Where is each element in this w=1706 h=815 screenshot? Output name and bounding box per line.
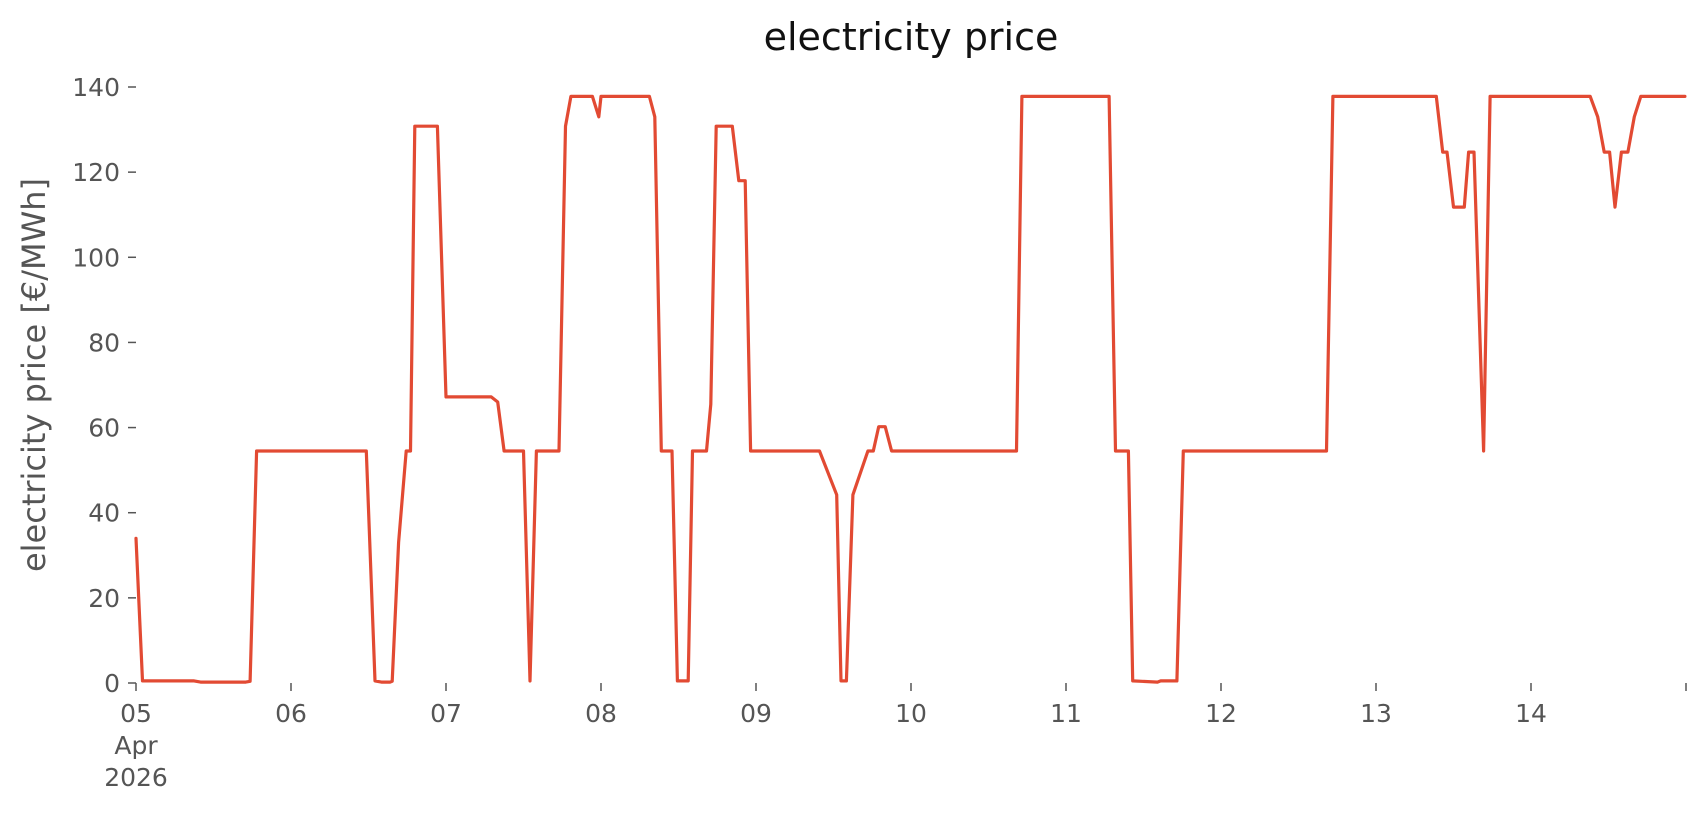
- plot-area: [134, 94, 1687, 684]
- x-tick-label: 06: [275, 699, 307, 728]
- x-tick-label: 08: [585, 699, 617, 728]
- x-tick-label: 13: [1360, 699, 1392, 728]
- price-series-line: [134, 94, 1687, 684]
- y-tick-label: 100: [72, 243, 120, 272]
- y-axis: 0 20 40 60 80 100 120 140: [72, 73, 136, 698]
- x-tick-label: 05: [120, 699, 152, 728]
- x-tick-label: 11: [1050, 699, 1082, 728]
- y-tick-label: 0: [104, 669, 120, 698]
- x-tick-label: 09: [740, 699, 772, 728]
- y-tick-label: 40: [88, 499, 120, 528]
- x-tick-label: 2026: [104, 763, 168, 792]
- x-tick-label: Apr: [114, 731, 158, 760]
- y-tick-label: 80: [88, 328, 120, 357]
- x-axis: 05 Apr 2026 06 07 08 09 10 11 12 13 14: [104, 683, 1687, 792]
- x-tick-label: 12: [1205, 699, 1237, 728]
- x-tick-label: 14: [1515, 699, 1547, 728]
- x-tick-label: 10: [895, 699, 927, 728]
- chart-title: electricity price: [764, 15, 1059, 59]
- y-axis-label: electricity price [€/MWh]: [15, 178, 53, 572]
- y-tick-label: 60: [88, 414, 120, 443]
- y-tick-label: 20: [88, 584, 120, 613]
- x-tick-label: 07: [430, 699, 462, 728]
- y-tick-label: 140: [72, 73, 120, 102]
- y-tick-label: 120: [72, 158, 120, 187]
